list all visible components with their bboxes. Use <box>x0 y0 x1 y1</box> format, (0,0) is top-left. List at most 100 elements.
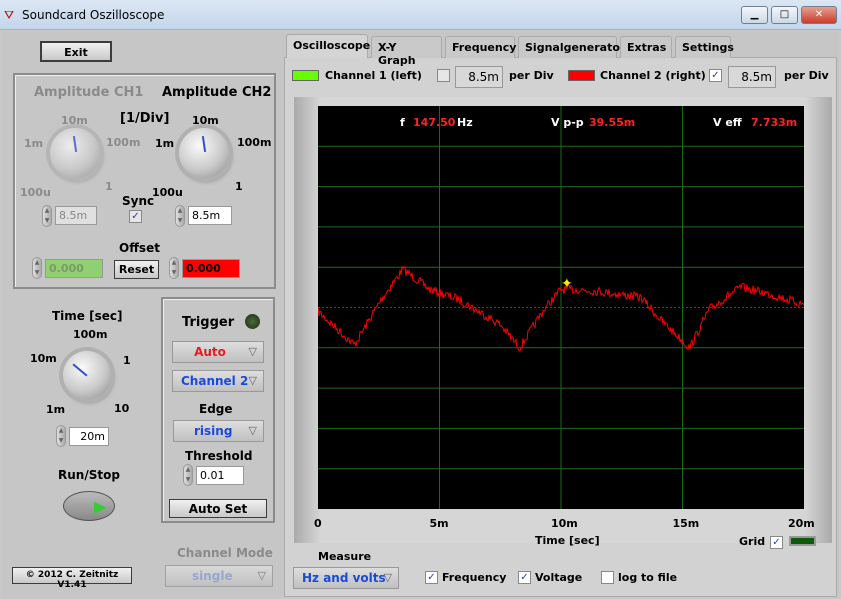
trigger-mode-dropdown[interactable]: Auto ▽ <box>172 341 264 363</box>
threshold-input[interactable]: 0.01 <box>196 466 244 485</box>
sync-label: Sync <box>122 194 155 208</box>
grid-color-swatch[interactable] <box>789 536 816 546</box>
run-stop-label: Run/Stop <box>58 468 120 482</box>
knob-label: 1m <box>155 137 175 150</box>
ch1-spinner[interactable]: ▲ ▼ <box>42 205 52 227</box>
knob-label: 10m <box>30 352 57 365</box>
amplitude-ch1-label: Amplitude CH1 <box>34 85 144 100</box>
grid-checkbox[interactable]: ✓ <box>770 536 783 549</box>
time-label: Time [sec] <box>52 309 123 323</box>
f-label: f <box>400 116 405 129</box>
tab-signalgenerator[interactable]: Signalgenerator <box>518 36 625 58</box>
ch2-trace <box>318 265 804 352</box>
voltage-checkbox[interactable]: ✓ <box>518 571 531 584</box>
knob-label: 1 <box>123 354 131 367</box>
oscilloscope-plot: ✦ <box>318 106 804 509</box>
chevron-down-icon: ▽ <box>248 424 257 437</box>
ch1-checkbox[interactable] <box>437 69 450 82</box>
frequency-checkbox[interactable]: ✓ <box>425 571 438 584</box>
x-axis-label: Time [sec] <box>535 534 600 547</box>
chevron-down-icon: ▽ <box>248 345 257 358</box>
chevron-down-icon: ▽ <box>248 374 257 387</box>
veff-value: 7.733m <box>751 116 798 129</box>
ch2-spinner[interactable]: ▲ ▼ <box>175 205 185 227</box>
per-div-label: per Div <box>509 69 554 82</box>
amplitude-ch2-knob[interactable] <box>179 128 229 178</box>
f-value: 147.50 <box>413 116 456 129</box>
x-tick-label: 15m <box>672 517 700 530</box>
window-title: Soundcard Oszilloscope <box>22 8 165 22</box>
ch1-div-input[interactable]: 8.5m <box>455 66 503 88</box>
trigger-channel-dropdown[interactable]: Channel 2 ▽ <box>172 370 264 392</box>
tab-settings[interactable]: Settings <box>675 36 734 58</box>
amplitude-ch1-knob[interactable] <box>50 128 100 178</box>
trigger-channel-value: Channel 2 <box>181 374 249 388</box>
ch2-div-input[interactable]: 8.5m <box>728 66 776 88</box>
knob-label: 10 <box>114 402 130 415</box>
voltage-label: Voltage <box>535 571 583 584</box>
cursor-marker[interactable]: ✦ <box>561 276 573 292</box>
amplitude-ch2-label: Amplitude CH2 <box>162 85 272 100</box>
channel-mode-dropdown[interactable]: single ▽ <box>165 565 273 587</box>
trigger-panel <box>161 297 275 523</box>
time-spinner[interactable]: ▲ ▼ <box>56 425 66 447</box>
play-icon: ▶ <box>94 497 107 516</box>
time-input: 20m <box>69 427 109 446</box>
edge-value: rising <box>194 424 233 438</box>
title-bar: ⛛ Soundcard Oszilloscope ▁ □ ✕ <box>0 0 841 30</box>
knob-label: 100u <box>20 186 51 199</box>
trigger-led <box>245 314 260 329</box>
frequency-label: Frequency <box>442 571 507 584</box>
reset-button[interactable]: Reset <box>114 260 159 279</box>
maximize-button[interactable]: □ <box>771 6 798 24</box>
log-to-file-checkbox[interactable] <box>601 571 614 584</box>
knob-label: 1 <box>105 180 113 193</box>
knob-label: 1m <box>46 403 66 416</box>
x-tick-label: 0 <box>314 517 322 530</box>
close-button[interactable]: ✕ <box>801 6 837 24</box>
app-icon: ⛛ <box>4 8 15 22</box>
time-knob[interactable] <box>63 351 111 399</box>
tab-oscilloscope[interactable]: Oscilloscope <box>286 34 370 58</box>
copyright-label: © 2012 C. Zeitnitz V1.41 <box>12 567 132 590</box>
auto-set-button[interactable]: Auto Set <box>169 499 267 518</box>
f-unit: Hz <box>457 116 473 129</box>
tab-x-y-graph[interactable]: X-Y Graph <box>371 36 442 67</box>
x-tick-label: 20m <box>788 517 815 530</box>
minimize-button[interactable]: ▁ <box>741 6 768 24</box>
ch2-amplitude-input[interactable]: 8.5m <box>188 206 232 225</box>
ch1-label: Channel 1 (left) <box>325 69 422 82</box>
measure-mode-dropdown[interactable]: Hz and volts ▽ <box>293 567 399 589</box>
knob-label: 10m <box>61 114 88 127</box>
ch1-amplitude-input[interactable]: 8.5m <box>55 206 97 225</box>
offset-ch1-spinner[interactable]: ▲ ▼ <box>32 257 42 279</box>
ch2-color-swatch <box>568 70 595 81</box>
offset-ch1-input[interactable]: 0.000 <box>45 259 103 278</box>
offset-ch2-input[interactable]: 0.000 <box>182 259 240 278</box>
offset-ch2-spinner[interactable]: ▲ ▼ <box>169 257 179 279</box>
ch2-checkbox[interactable]: ✓ <box>709 69 722 82</box>
channel-mode-value: single <box>192 569 233 583</box>
knob-label: 10m <box>192 114 219 127</box>
unit-label: [1/Div] <box>120 111 170 126</box>
measure-mode-value: Hz and volts <box>302 571 386 585</box>
edge-label: Edge <box>199 402 233 416</box>
trigger-title: Trigger <box>182 315 235 330</box>
edge-dropdown[interactable]: rising ▽ <box>173 420 264 442</box>
chevron-down-icon: ▽ <box>383 571 392 584</box>
tab-extras[interactable]: Extras <box>620 36 672 58</box>
vpp-value: 39.55m <box>589 116 636 129</box>
chevron-down-icon: ▽ <box>257 569 266 582</box>
log-to-file-label: log to file <box>618 571 678 584</box>
exit-button[interactable]: Exit <box>40 41 112 62</box>
per-div-label: per Div <box>784 69 829 82</box>
run-stop-button[interactable]: ▶ <box>63 491 115 521</box>
trigger-mode-value: Auto <box>194 345 226 359</box>
ch1-color-swatch <box>292 70 319 81</box>
knob-label: 1 <box>235 180 243 193</box>
sync-checkbox[interactable]: ✓ <box>129 210 142 223</box>
grid <box>318 106 804 509</box>
tab-frequency[interactable]: Frequency <box>445 36 516 58</box>
threshold-spinner[interactable]: ▲ ▼ <box>183 464 193 486</box>
measure-label: Measure <box>318 550 372 563</box>
